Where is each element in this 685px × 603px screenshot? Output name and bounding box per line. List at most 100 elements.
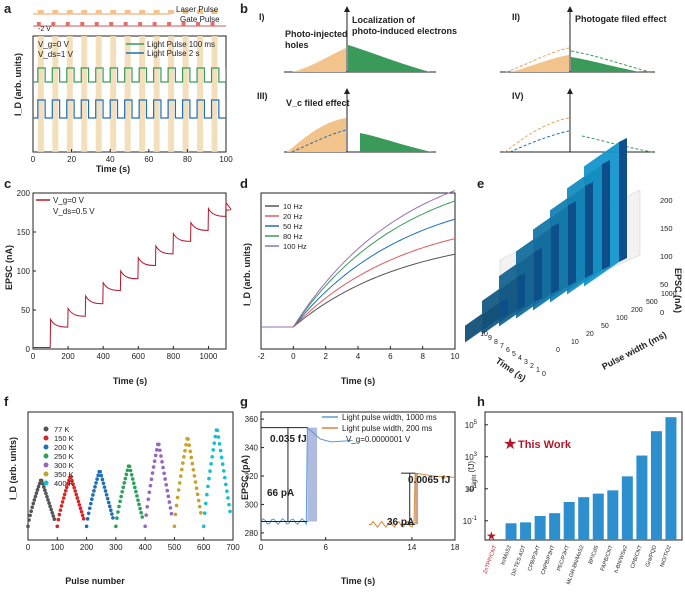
ribbon-side (500, 297, 508, 318)
light-pulse-band (110, 36, 117, 152)
scatter-point (109, 508, 113, 512)
scatter-point (81, 516, 86, 521)
scatter-point (100, 477, 105, 482)
xtick-label: 0 (26, 543, 31, 552)
scatter-point (48, 504, 52, 509)
bar-CPB/P3HT (534, 515, 546, 540)
xtick-label: CNPB/P3HT (540, 544, 556, 576)
light-pulse-band (81, 36, 88, 152)
light-pulse-band (168, 36, 175, 152)
xtick-label: 6 (323, 543, 328, 552)
light-pulse-band (197, 36, 204, 152)
panel-g-vg: V_g=0.0000001 V (346, 435, 411, 444)
series-light-pulse-100ms (33, 67, 226, 83)
xtick-label: 0 (31, 352, 36, 361)
scatter-point (111, 516, 115, 520)
scatter-point (169, 511, 174, 516)
ytick-label: 500 (646, 299, 658, 306)
scatter-point (26, 524, 30, 529)
panel-c-yticks: 0 50 100 150 200 (17, 189, 36, 354)
scatter-point (174, 503, 179, 508)
annotation-energy-1: 0.035 fJ (270, 434, 307, 445)
scatter-point (215, 428, 220, 433)
scatter-point (58, 508, 63, 512)
ytick-exponent: 1 (474, 484, 478, 490)
legend-label: 100 Hz (283, 242, 307, 251)
legend-label: 250 K (54, 452, 74, 461)
legend-marker (43, 462, 49, 468)
quadrant-2-label: II) (512, 12, 520, 22)
xtick-label: 0 (291, 352, 296, 361)
scatter-point (192, 474, 197, 478)
xtick-label: 4 (356, 352, 361, 361)
scatter-point (168, 506, 173, 510)
xtick-label: 400 (97, 352, 111, 361)
scatter-point (151, 465, 156, 469)
ztick-label: 150 (660, 224, 673, 233)
gate-pulse-mark (167, 22, 172, 26)
scatter-point (55, 524, 60, 529)
xtick-label: ZnTPP/CNT (482, 544, 498, 575)
xtick-label: 500 (168, 543, 182, 552)
xtick-label: 100 (51, 543, 65, 552)
pulse-timing-strip (33, 10, 226, 27)
laser-pulse-mark (197, 10, 204, 14)
scatter-point (76, 499, 81, 504)
scatter-point (226, 496, 230, 500)
scatter-point (213, 434, 218, 439)
scatter-point (147, 490, 152, 495)
panel-e-ylabel: Pulse width (ms) (600, 329, 668, 371)
scatter-point (191, 467, 196, 472)
scatter-point (228, 509, 232, 514)
scatter-point (45, 494, 49, 499)
panel-f-ylabel: I_D (arb. units) (8, 437, 18, 500)
laser-pulse-mark (182, 10, 189, 14)
panel-a-xticks: 0 20 40 60 80 100 (31, 149, 233, 164)
q1-holes-line1: Photo-injected (285, 29, 348, 39)
scatter-point (140, 515, 145, 519)
laser-pulse-mark (110, 10, 117, 14)
xtick-label: 5 (512, 351, 516, 358)
scatter-point (69, 475, 73, 480)
legend-marker (43, 480, 49, 486)
q2-hole-distribution (510, 55, 569, 72)
scatter-point (182, 455, 186, 459)
q2-electron-dashed (570, 50, 651, 73)
scatter-point (188, 449, 193, 454)
q4-hole-dashed-blue (509, 130, 570, 153)
light-pulse-bands (37, 36, 218, 152)
ytick-label: 0 (26, 345, 31, 354)
pulse-1000ms-band (307, 427, 318, 522)
ztick-label: 200 (660, 196, 673, 205)
ribbon-side (568, 201, 576, 286)
scatter-point (70, 478, 74, 483)
legend-marker (43, 444, 49, 450)
light-pulse-band (95, 36, 102, 152)
scatter-point (107, 504, 112, 509)
scatter-point (127, 464, 132, 469)
laser-pulse-mark (124, 10, 131, 14)
scatter-point (206, 484, 210, 489)
xtick-label: Gra/PQD (645, 545, 658, 568)
xtick-label: In/MoS2 (500, 545, 513, 566)
q1-electron-distribution (348, 45, 430, 72)
ytick-label: 20 (586, 331, 594, 338)
this-work-label: This Work (518, 439, 572, 451)
xtick-label: 800 (167, 352, 181, 361)
scatter-point (98, 469, 103, 474)
scatter-point (57, 512, 62, 517)
scatter-point (86, 511, 91, 516)
panel-e-zticks: 0 50 100 150 200 (660, 196, 673, 317)
gate-voltage-label: -2 V (38, 26, 51, 33)
scatter-point (165, 488, 170, 493)
panel-e-xlabel: Time (s) (494, 355, 528, 383)
scatter-point (209, 462, 213, 466)
scatter-point (202, 511, 207, 515)
scatter-point (133, 485, 137, 490)
scatter-point (134, 489, 138, 494)
panel-d-xticks: -2 0 2 4 6 8 10 (257, 346, 460, 361)
